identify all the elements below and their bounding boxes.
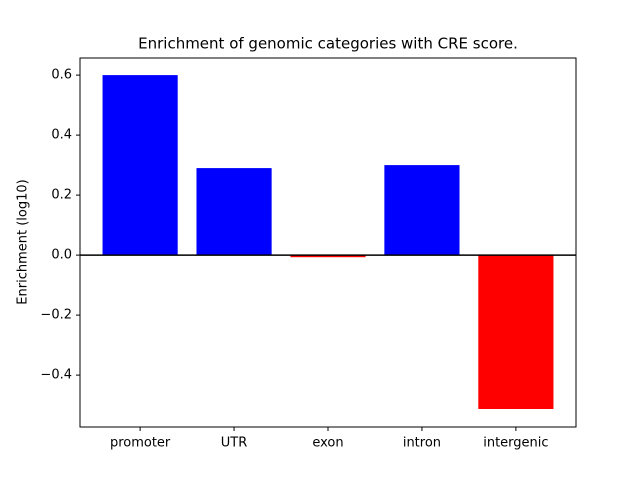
x-tick-label: UTR: [221, 436, 248, 451]
y-axis-label: Enrichment (log10): [16, 179, 31, 304]
x-tick-label: intergenic: [483, 436, 548, 451]
bar: [102, 75, 178, 256]
x-tick-label: promoter: [110, 436, 171, 451]
y-tick-label: −0.2: [40, 308, 72, 323]
x-tick-label: intron: [403, 436, 441, 451]
chart-title: Enrichment of genomic categories with CR…: [138, 35, 518, 53]
y-tick-label: 0.4: [51, 128, 72, 143]
plot-frame: [79, 57, 577, 428]
y-tick-label: 0.6: [51, 68, 72, 83]
bar: [384, 165, 460, 256]
y-tick-label: 0.2: [51, 188, 72, 203]
y-tick-label: −0.4: [40, 368, 72, 383]
x-tick-label: exon: [312, 436, 343, 451]
bar: [290, 255, 366, 258]
bar: [196, 168, 272, 256]
bar: [478, 255, 554, 409]
y-tick-label: 0.0: [51, 248, 72, 263]
